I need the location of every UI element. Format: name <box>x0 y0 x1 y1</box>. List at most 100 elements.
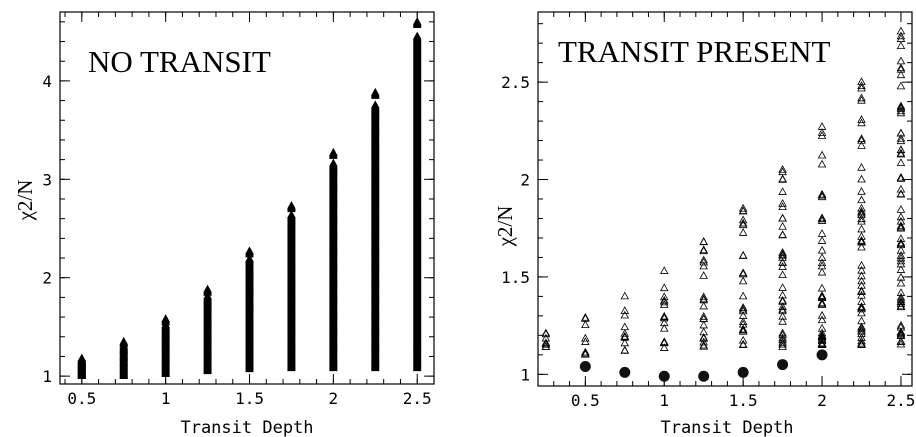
triangle-point <box>896 189 906 198</box>
triangle-point <box>857 83 866 92</box>
triangle-point <box>896 128 906 137</box>
triangle-point <box>896 221 906 230</box>
triangle-point <box>857 214 866 223</box>
triangle-point <box>329 150 338 158</box>
triangle-point <box>699 261 708 270</box>
triangle-point <box>161 314 170 322</box>
triangle-point <box>738 303 748 311</box>
triangle-point <box>817 291 827 300</box>
triangle-point <box>659 323 669 332</box>
triangle-point <box>817 328 827 337</box>
triangle-point <box>817 267 827 276</box>
triangle-point <box>817 339 827 347</box>
triangle-point <box>699 246 708 255</box>
triangle-point <box>896 145 906 154</box>
triangle-point <box>581 312 590 321</box>
triangle-point <box>778 330 787 339</box>
triangle-point <box>896 81 906 90</box>
triangle-point <box>817 253 827 261</box>
triangle-point <box>896 328 906 337</box>
triangle-point <box>659 311 669 320</box>
triangle-point <box>329 149 338 157</box>
x-tick-label: 2 <box>817 391 827 410</box>
triangle-point <box>412 31 422 40</box>
triangle-point <box>896 184 906 193</box>
triangle-point <box>412 19 422 27</box>
triangle-point <box>778 283 787 291</box>
triangle-point <box>738 326 748 335</box>
triangle-point <box>857 338 866 347</box>
triangle-point <box>77 353 87 362</box>
triangle-point <box>896 253 906 262</box>
y-tick-label: 3 <box>42 170 52 189</box>
triangle-point <box>896 136 906 145</box>
triangle-point <box>738 250 748 259</box>
triangle-point <box>699 314 708 323</box>
triangle-point <box>778 174 787 183</box>
triangle-point <box>857 340 866 348</box>
triangle-point <box>738 276 748 285</box>
triangle-point <box>203 284 212 293</box>
y-axis-label-right: χ2/N <box>493 206 517 248</box>
triangle-point <box>699 237 708 245</box>
triangle-point <box>857 297 866 305</box>
triangle-point <box>857 276 866 285</box>
triangle-point <box>817 150 827 159</box>
triangle-point <box>738 325 748 334</box>
triangle-point <box>203 285 212 294</box>
triangle-point <box>541 342 551 350</box>
x-tick-label: 1 <box>659 391 669 410</box>
triangle-point <box>857 174 866 183</box>
triangle-point <box>817 245 827 254</box>
triangle-point <box>896 31 906 40</box>
triangle-point <box>778 270 787 279</box>
triangle-point <box>778 167 787 176</box>
triangle-point <box>699 314 708 322</box>
triangle-point <box>738 335 748 344</box>
triangle-point <box>699 301 708 310</box>
triangle-point <box>778 187 787 195</box>
triangle-point <box>896 301 906 310</box>
triangle-point <box>896 108 906 117</box>
triangle-point <box>581 348 590 357</box>
triangle-point <box>699 340 708 349</box>
triangle-point <box>896 272 906 281</box>
circle-point <box>658 370 670 382</box>
triangle-point <box>896 299 906 308</box>
triangle-point <box>817 192 827 201</box>
triangle-point <box>699 295 708 304</box>
triangle-point <box>857 336 866 345</box>
points-left <box>77 17 422 380</box>
triangle-point <box>738 228 748 236</box>
circle-point <box>579 361 591 373</box>
triangle-point <box>857 206 866 215</box>
triangle-point <box>896 102 906 111</box>
triangle-point <box>896 339 906 348</box>
triangle-point <box>817 315 827 324</box>
x-tick-label: 0.5 <box>571 391 600 410</box>
triangle-point <box>738 340 748 348</box>
triangle-point <box>541 329 551 338</box>
x-axis-label-left: Transit Depth <box>180 418 313 437</box>
triangle-point <box>778 262 787 270</box>
triangle-point <box>896 172 906 181</box>
triangle-point <box>778 198 787 207</box>
triangle-point <box>817 190 827 199</box>
triangle-point <box>817 310 827 319</box>
triangle-point <box>620 291 630 300</box>
triangle-point <box>896 297 906 306</box>
triangle-point <box>857 237 866 246</box>
plot-frame-left <box>59 11 435 385</box>
triangle-point <box>329 147 338 156</box>
triangle-point <box>541 328 551 337</box>
triangle-point <box>371 90 380 98</box>
y-tick-label: 1.5 <box>501 268 530 287</box>
triangle-point <box>245 254 254 262</box>
triangle-point <box>857 260 866 269</box>
triangle-point <box>896 56 906 65</box>
triangle-point <box>778 317 787 325</box>
triangle-point <box>699 292 708 301</box>
triangle-point <box>817 214 827 223</box>
triangle-point <box>817 300 827 308</box>
